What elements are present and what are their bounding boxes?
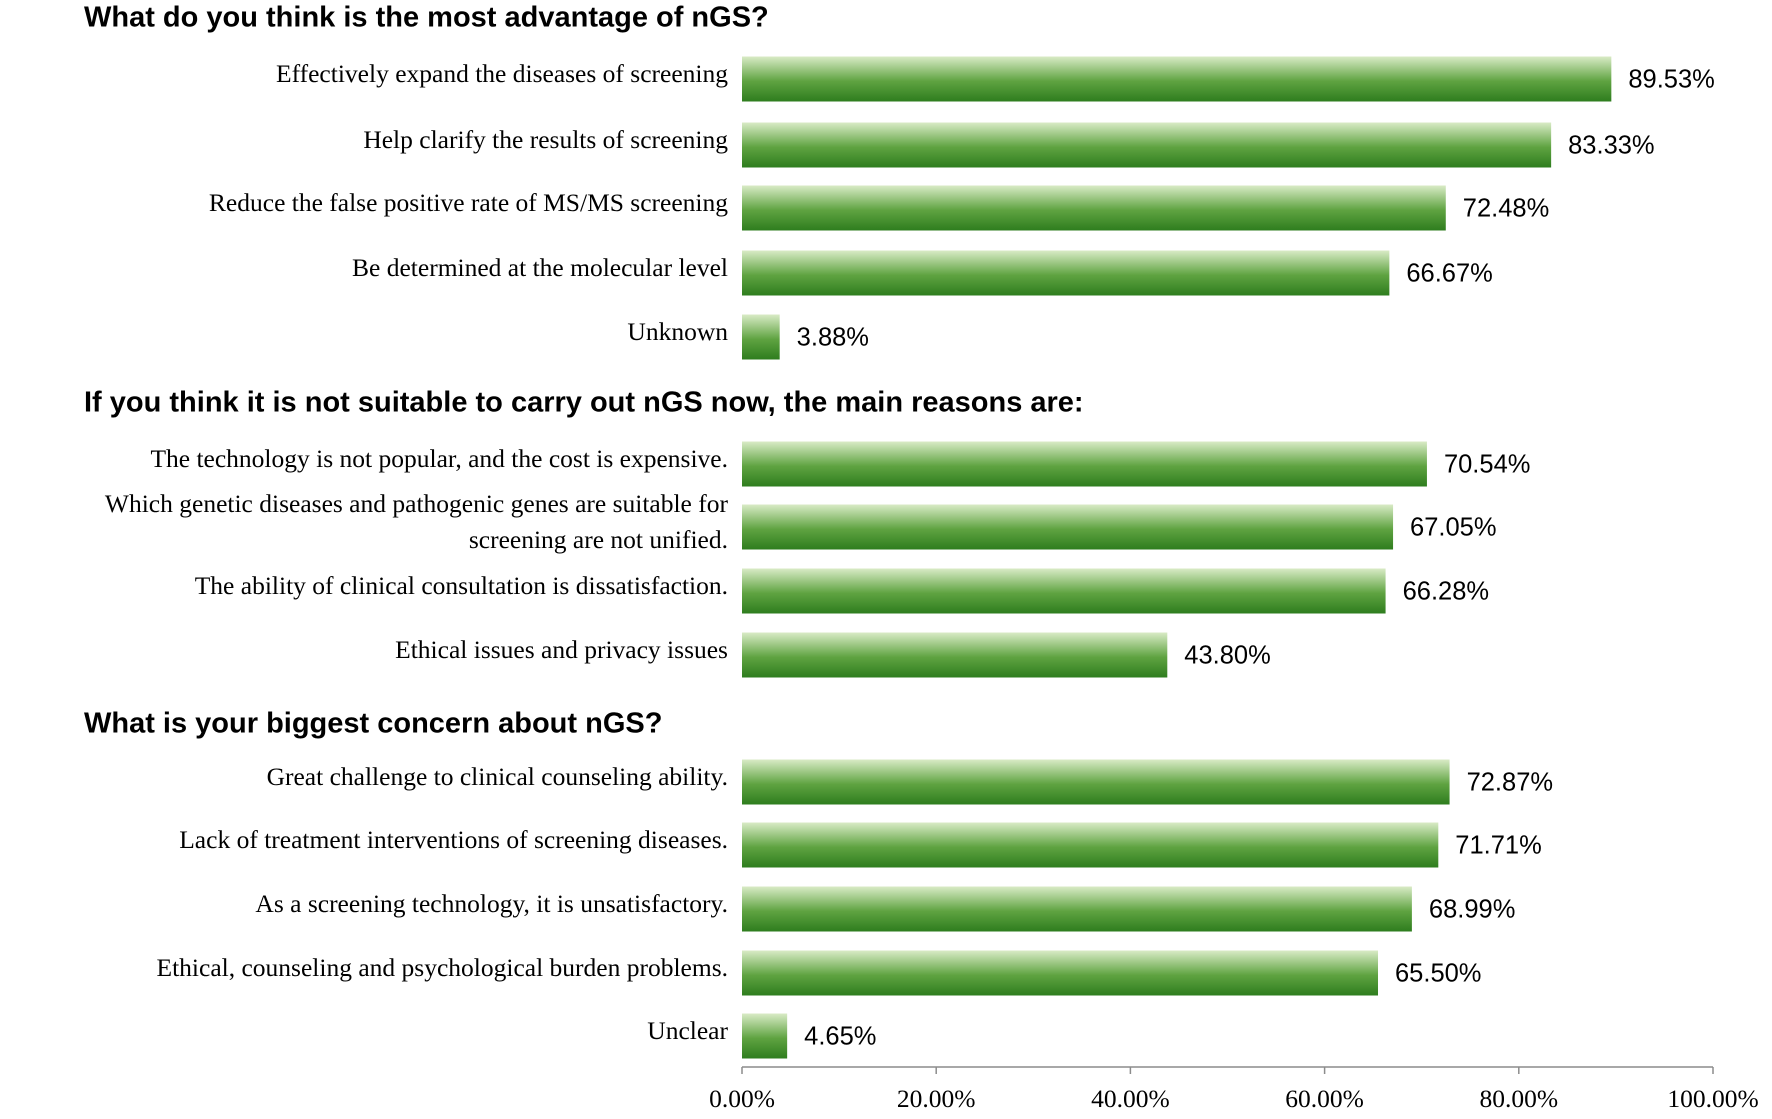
value-label-s3-5: 4.65% (804, 1023, 876, 1051)
category-label-s3-3: As a screening technology, it is unsatis… (255, 889, 728, 918)
category-label-s3-4: Ethical, counseling and psychological bu… (157, 953, 728, 982)
category-label-s2-2-line2: screening are not unified. (469, 525, 728, 554)
x-tick-label-1: 0.00% (709, 1084, 775, 1113)
x-tick-label-5: 80.00% (1479, 1084, 1558, 1113)
category-label-s1-4: Be determined at the molecular level (352, 253, 728, 282)
bar-s3-1 (742, 759, 1450, 805)
value-label-s2-2: 67.05% (1410, 514, 1497, 542)
x-tick-label-3: 40.00% (1091, 1084, 1170, 1113)
bar-s3-2 (742, 822, 1439, 868)
category-label-s2-1: The technology is not popular, and the c… (150, 444, 728, 473)
x-tick-label-4: 60.00% (1285, 1084, 1364, 1113)
bar-s2-1 (742, 441, 1427, 487)
value-label-s3-2: 71.71% (1455, 832, 1542, 860)
category-label-s1-5: Unknown (627, 317, 728, 346)
category-label-s3-2: Lack of treatment interventions of scree… (179, 825, 728, 854)
category-label-s2-3: The ability of clinical consultation is … (195, 571, 728, 600)
bar-s3-4 (742, 950, 1379, 996)
value-label-s1-3: 72.48% (1463, 195, 1550, 223)
category-label-s1-1: Effectively expand the diseases of scree… (276, 59, 728, 88)
value-label-s2-4: 43.80% (1184, 642, 1271, 670)
section-title-1: What do you think is the most advantage … (84, 2, 769, 34)
value-label-s1-5: 3.88% (797, 324, 869, 352)
bar-s2-4 (742, 632, 1168, 678)
value-label-s1-4: 66.67% (1406, 260, 1493, 288)
category-label-s2-4: Ethical issues and privacy issues (395, 635, 728, 664)
bar-s2-3 (742, 568, 1386, 614)
bar-s1-5 (742, 314, 780, 360)
category-label-s3-1: Great challenge to clinical counseling a… (267, 762, 728, 791)
bar-s2-2 (742, 504, 1394, 550)
bar-s1-4 (742, 250, 1390, 296)
category-label-s1-3: Reduce the false positive rate of MS/MS … (209, 188, 728, 217)
value-label-s2-3: 66.28% (1403, 578, 1490, 606)
value-label-s3-1: 72.87% (1467, 769, 1554, 797)
x-tick-label-2: 20.00% (897, 1084, 976, 1113)
bar-s3-5 (742, 1013, 788, 1059)
section-title-3: What is your biggest concern about nGS? (84, 708, 662, 740)
bar-s1-3 (742, 185, 1446, 231)
plot-area: What do you think is the most advantage … (84, 2, 1759, 1113)
bar-s1-1 (742, 56, 1612, 102)
category-label-s3-5: Unclear (647, 1016, 728, 1045)
value-label-s1-2: 83.33% (1568, 132, 1655, 160)
value-label-s1-1: 89.53% (1628, 66, 1715, 94)
bar-s1-2 (742, 122, 1552, 168)
category-label-s1-2: Help clarify the results of screening (363, 125, 728, 154)
category-label-s2-2-line1: Which genetic diseases and pathogenic ge… (105, 489, 729, 518)
value-label-s2-1: 70.54% (1444, 451, 1531, 479)
section-title-2: If you think it is not suitable to carry… (84, 387, 1084, 419)
value-label-s3-3: 68.99% (1429, 896, 1516, 924)
value-label-s3-4: 65.50% (1395, 960, 1482, 988)
bar-s3-3 (742, 886, 1412, 932)
x-tick-label-6: 100.00% (1667, 1084, 1758, 1113)
